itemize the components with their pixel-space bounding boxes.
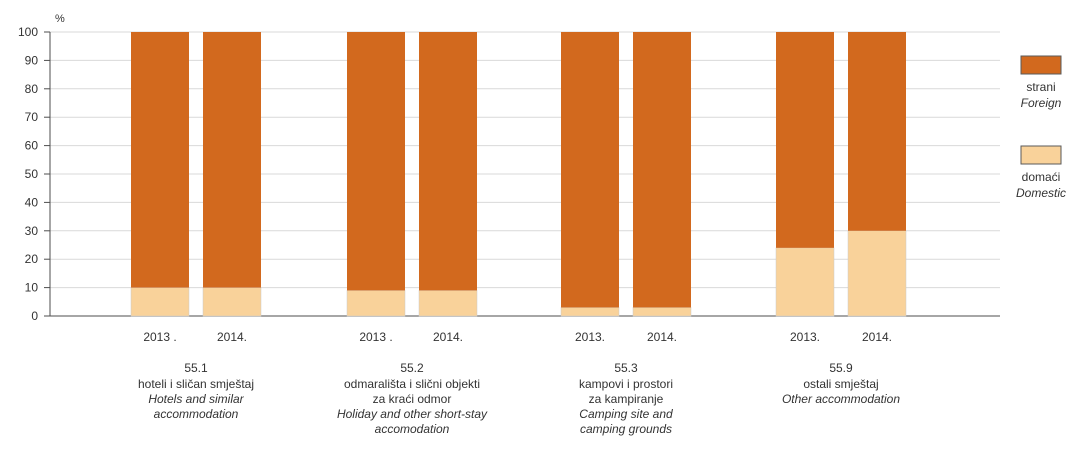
category-code-label: 55.1 [184, 361, 208, 375]
bar-segment-foreign [776, 32, 834, 248]
bar-segment-domestic [202, 287, 262, 317]
x-tick-label-year: 2013 . [359, 330, 392, 344]
category-label-hr: ostali smještaj [803, 377, 878, 391]
y-tick-label: 100 [18, 25, 38, 39]
x-tick-label-year: 2013. [575, 330, 605, 344]
category-label-hr: odmarališta i slični objekti [344, 377, 480, 391]
legend-label-hr: domaći [1022, 170, 1061, 184]
bar-segment-domestic [130, 287, 190, 317]
category-label-en: accommodation [154, 407, 239, 421]
legend-label-en: Domestic [1016, 186, 1066, 200]
y-tick-label: 60 [25, 139, 39, 153]
category-label-hr: hoteli i sličan smještaj [138, 377, 254, 391]
legend-swatch-domaci [1020, 145, 1062, 165]
bar-segment-foreign [848, 32, 906, 231]
category-label-en: Holiday and other short-stay [337, 407, 488, 421]
y-tick-label: 80 [25, 82, 39, 96]
bar-segment-foreign [633, 32, 691, 308]
category-label-hr: kampovi i prostori [579, 377, 673, 391]
category-label-hr: za kraći odmor [373, 392, 452, 406]
x-tick-label-year: 2013. [790, 330, 820, 344]
bar-segment-domestic [847, 230, 907, 317]
bar-segment-domestic [418, 290, 478, 317]
y-tick-label: 70 [25, 110, 39, 124]
category-label-en: accomodation [375, 422, 450, 436]
x-tick-label-year: 2014. [647, 330, 677, 344]
bar-segment-domestic [775, 247, 835, 317]
x-tick-label-year: 2014. [217, 330, 247, 344]
x-tick-label-year: 2013 . [143, 330, 176, 344]
category-code-label: 55.2 [400, 361, 424, 375]
bars [130, 32, 907, 317]
category-label-en: Other accommodation [782, 392, 900, 406]
category-code-label: 55.3 [614, 361, 638, 375]
bar-segment-foreign [131, 32, 189, 288]
bar-segment-domestic [560, 307, 620, 317]
category-label-en: Hotels and similar [148, 392, 244, 406]
bar-segment-domestic [346, 290, 406, 317]
y-tick-label: 90 [25, 53, 39, 67]
y-tick-label: 40 [25, 195, 39, 209]
y-tick-label: 0 [31, 309, 38, 323]
legend-label-en: Foreign [1021, 96, 1062, 110]
bar-segment-foreign [203, 32, 261, 288]
category-label-en: camping grounds [580, 422, 672, 436]
y-tick-label: 30 [25, 224, 39, 238]
y-tick-label: 50 [25, 167, 39, 181]
bar-segment-foreign [561, 32, 619, 308]
legend: strani Foreign domaći Domestic [1016, 55, 1066, 200]
axes: % 0 10 20 30 40 50 60 70 80 90 100 [18, 13, 65, 323]
x-tick-label-year: 2014. [433, 330, 463, 344]
category-code-label: 55.9 [829, 361, 853, 375]
bar-segment-domestic [632, 307, 692, 317]
x-tick-label-year: 2014. [862, 330, 892, 344]
bar-segment-foreign [347, 32, 405, 291]
y-tick-label: 20 [25, 252, 39, 266]
y-axis-unit-label: % [55, 13, 65, 25]
y-tick-label: 10 [25, 281, 39, 295]
legend-swatch-strani [1020, 55, 1062, 75]
legend-label-hr: strani [1026, 80, 1055, 94]
category-label-hr: za kampiranje [589, 392, 664, 406]
category-label-en: Camping site and [579, 407, 673, 421]
bar-segment-foreign [419, 32, 477, 291]
